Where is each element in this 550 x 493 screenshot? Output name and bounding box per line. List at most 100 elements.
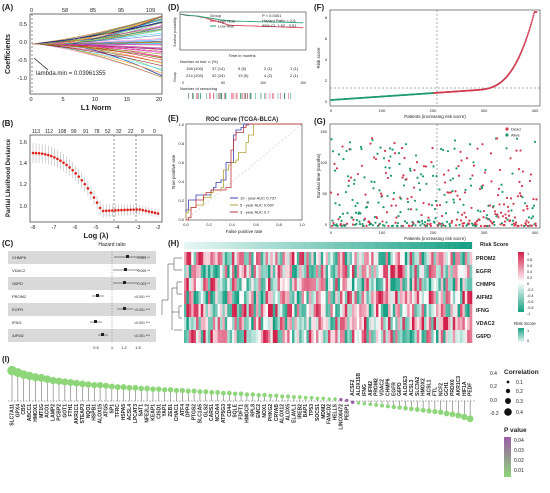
heatmap-cell [383, 265, 386, 278]
heatmap-cell [272, 304, 276, 317]
heatmap-cell [440, 330, 444, 343]
heatmap-cell [431, 330, 434, 343]
heatmap-cell [392, 265, 396, 278]
heatmap-cell [320, 291, 324, 304]
heatmap-cell [196, 265, 199, 278]
heatmap-cell [400, 265, 403, 278]
survival-point [502, 203, 506, 206]
heatmap-cell [239, 265, 242, 278]
survival-point [514, 221, 518, 224]
survival-point [384, 166, 387, 169]
heatmap-cell [337, 278, 341, 291]
survival-point [501, 215, 505, 218]
survival-point [484, 168, 487, 171]
lollipop-point [126, 384, 133, 391]
survival-point [337, 218, 340, 221]
risk-score-cell [457, 242, 463, 249]
panel-f-y-tick: 6 [325, 36, 328, 41]
forest-pval: <0.001 *** [134, 334, 150, 338]
heatmap-cell [366, 265, 370, 278]
lollipop-point [221, 390, 226, 396]
heatmap-cell [332, 304, 336, 317]
heatmap-cell [224, 317, 228, 330]
heatmap-cell [364, 330, 367, 343]
survival-point [511, 219, 515, 222]
heatmap-cell [414, 265, 418, 278]
heatmap-cell [263, 265, 266, 278]
panel-f-x-tick: 300 [481, 108, 488, 113]
heatmap-cell [467, 278, 470, 291]
survival-point [470, 206, 473, 210]
gene-label: HMGCR [244, 404, 250, 423]
heatmap-cell [241, 317, 245, 330]
survival-point [497, 187, 501, 190]
gene-label: ALOXE3 [403, 376, 409, 396]
heatmap-cell [296, 330, 300, 343]
survival-point [364, 193, 367, 196]
survival-point [377, 201, 380, 204]
heatmap-cell [433, 304, 437, 317]
heatmap-cell [275, 291, 278, 304]
heatmap-cell [419, 265, 422, 278]
heatmap-cell [395, 252, 398, 265]
heatmap-cell [282, 317, 286, 330]
heatmap-cell [294, 317, 298, 330]
heatmap-cell [356, 252, 360, 265]
heatmap-cell [385, 252, 389, 265]
survival-point [398, 162, 401, 166]
heatmap-cell [426, 291, 430, 304]
panel-a-top-tick: 0 [30, 8, 33, 14]
heatmap-cell [421, 265, 425, 278]
heatmap-cell [220, 291, 223, 304]
panel-f-y-tick: 8 [325, 15, 328, 20]
survival-point [435, 175, 438, 178]
heatmap-cell [292, 304, 295, 317]
heatmap-cell [239, 317, 242, 330]
survival-point [413, 199, 417, 202]
heatmap-cell [248, 291, 252, 304]
heatmap-cell [426, 304, 430, 317]
size-legend-label: 0.3 [516, 399, 523, 405]
coefficient-path [32, 18, 163, 45]
survival-point [359, 145, 363, 149]
gene-label: EGFR [391, 382, 397, 396]
heatmap-cell [428, 252, 432, 265]
heatmap-cell [222, 278, 226, 291]
heatmap-cell [270, 291, 274, 304]
survival-point [402, 174, 405, 177]
panel-h-side-legend-title: Risk Score [514, 321, 536, 326]
risk-score-cell [424, 242, 429, 249]
lollipop-point [351, 400, 355, 404]
heatmap-cell [304, 304, 307, 317]
heatmap-cell [414, 330, 418, 343]
survival-point [403, 156, 406, 160]
survival-point [462, 203, 465, 206]
heatmap-cell [263, 317, 266, 330]
heatmap-cell [368, 265, 372, 278]
heatmap-cell [260, 291, 264, 304]
heatmap-cell [284, 265, 288, 278]
lollipop-point [362, 401, 367, 406]
survival-point [471, 224, 475, 227]
deviance-point [31, 151, 35, 155]
heatmap-cell [426, 278, 430, 291]
heatmap-cell [251, 317, 254, 330]
heatmap-cell [318, 317, 322, 330]
heatmap-cell [301, 330, 305, 343]
panel-f-x-tick: 400 [532, 108, 539, 113]
heatmap-cell [328, 291, 331, 304]
survival-point [397, 214, 400, 218]
deviance-point [37, 151, 41, 155]
panel-a-top-ticks: 0 58 85 95 109 [30, 8, 155, 14]
survival-point [504, 216, 508, 220]
colorbar-tick: -0.8 [527, 306, 534, 310]
risk-point [528, 28, 531, 31]
panel-c-x-tick: 1.2 [121, 345, 127, 350]
survival-point [450, 221, 453, 224]
risk-cell: 9 (5) [238, 66, 247, 71]
panel-a-y-tick: -0.5 [18, 58, 27, 64]
lollipop-point [449, 411, 456, 418]
heatmap-cell [263, 291, 266, 304]
panel-b-x-tick: -7 [52, 225, 57, 231]
survival-point [513, 216, 517, 219]
